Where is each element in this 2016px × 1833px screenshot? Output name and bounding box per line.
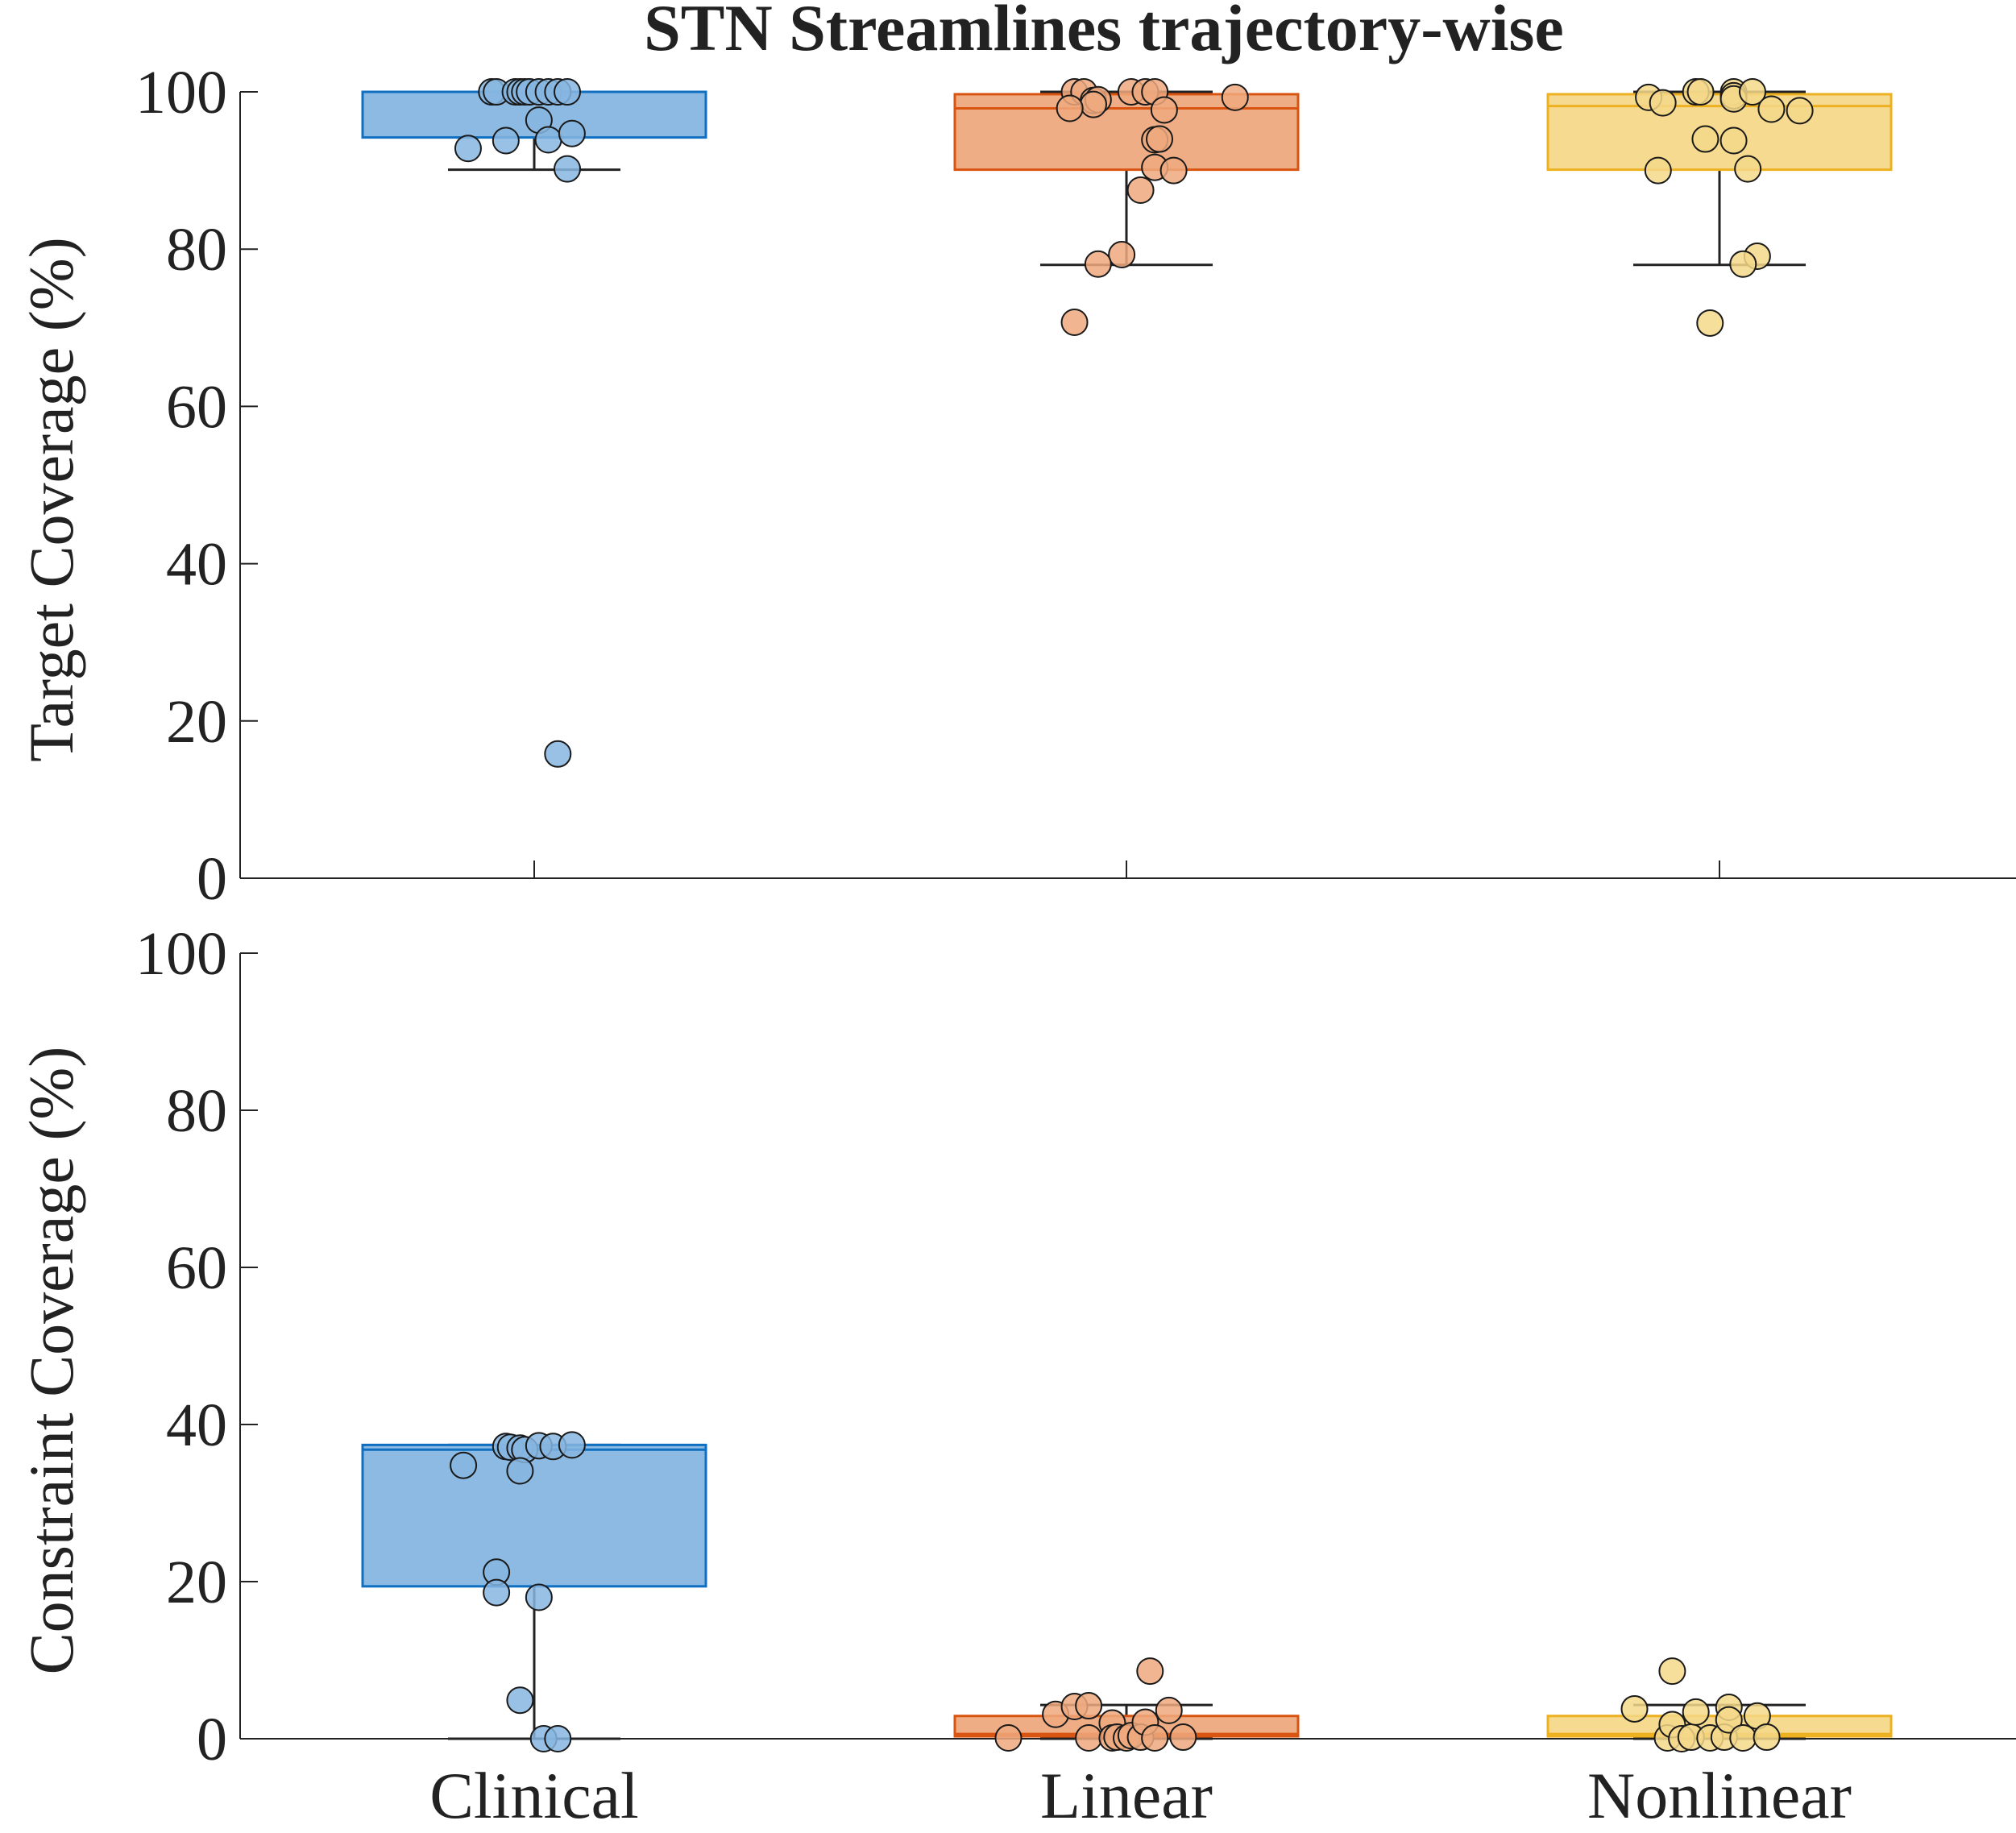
data-point [1075,1724,1103,1752]
data-point [1221,83,1249,111]
data-point [994,1724,1023,1752]
data-point [1108,241,1136,269]
data-point [558,1431,586,1459]
y-tick-label: 80 [166,216,227,284]
box-iqr [361,1443,707,1588]
data-point [544,1725,572,1752]
data-point [534,126,562,154]
data-point [1146,125,1174,153]
data-point [1126,176,1155,204]
data-point [483,1578,511,1607]
y-tick-label: 80 [166,1077,227,1145]
x-tick-label-nonlinear: Nonlinear [1587,1759,1852,1832]
data-point [558,119,586,147]
data-point [1060,308,1089,336]
points-nonlinear [1620,1657,1781,1752]
box-nonlinear [1546,90,1893,267]
panel-2: 0 20 40 60 80 100 Constraint Coverage (%) [16,920,2016,1773]
data-point [1753,1723,1781,1752]
data-point [506,1457,534,1485]
data-point [1169,1723,1197,1752]
data-point [1686,78,1715,106]
data-point [1056,94,1084,122]
data-point [1719,126,1748,155]
data-point [554,155,582,183]
data-point [1691,125,1719,153]
data-point [1739,78,1767,106]
points-linear [1056,78,1249,336]
data-point [1696,309,1724,337]
x-tick-label-linear: Linear [1040,1759,1213,1832]
data-point [492,126,520,155]
data-point [450,1451,478,1479]
data-point [1649,89,1677,117]
points-linear [994,1657,1197,1752]
data-point [1155,1696,1183,1724]
y-axis-label: Constraint Coverage (%) [16,1047,86,1675]
data-point [1141,1724,1169,1752]
data-point [544,740,572,768]
y-tick-label: 40 [166,1391,227,1459]
y-tick-label: 100 [135,59,227,126]
points-clinical [450,1431,586,1752]
data-point [1620,1694,1649,1723]
data-point [1757,95,1786,123]
data-point [1682,1698,1710,1726]
data-point [1079,90,1107,118]
data-point [1715,1706,1743,1734]
chart-title: STN Streamlines trajectory-wise [644,0,1564,64]
box-linear [953,90,1300,267]
data-point [1150,96,1178,124]
box-iqr [953,93,1300,172]
y-tick-label: 60 [166,1234,227,1302]
data-point [1729,1724,1757,1752]
data-point [1075,1692,1103,1720]
data-point [1786,97,1814,125]
data-point [1729,250,1757,278]
data-point [1159,156,1188,185]
data-point [1084,250,1112,278]
y-tick-label: 40 [166,531,227,599]
y-tick-label: 20 [166,1549,227,1616]
y-tick-label: 20 [166,688,227,756]
y-tick-label: 0 [197,845,227,913]
panel-1: 0 20 40 60 80 100 Target Coverage (%) [16,59,2016,913]
x-tick-label-clinical: Clinical [429,1759,639,1832]
y-tick-label: 100 [135,920,227,988]
data-point [506,1686,534,1715]
y-axis-label: Target Coverage (%) [16,237,86,761]
data-point [1644,156,1672,185]
data-point [525,1583,553,1611]
data-point [1658,1657,1686,1686]
points-nonlinear [1635,78,1814,337]
data-point [1734,155,1762,183]
y-tick-label: 60 [166,373,227,441]
points-clinical [454,78,586,768]
data-point [1136,1657,1164,1686]
data-point [454,135,482,163]
y-tick-label: 0 [197,1706,227,1773]
data-point [554,78,582,106]
